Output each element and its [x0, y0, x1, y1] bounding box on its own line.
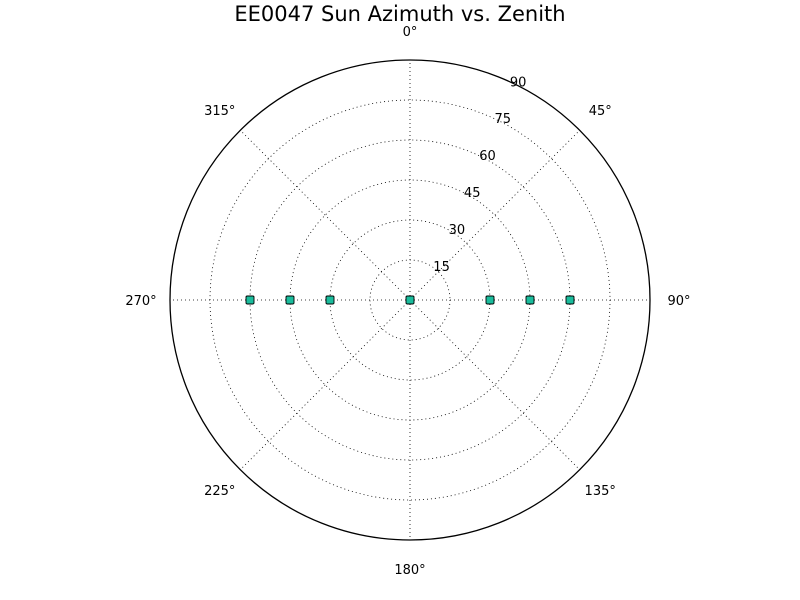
angular-gridline	[409, 130, 580, 301]
data-point	[325, 295, 335, 305]
theta-tick-label: 270°	[125, 294, 156, 309]
data-point	[525, 295, 535, 305]
data-point	[485, 295, 495, 305]
theta-tick-label: 0°	[403, 25, 418, 40]
theta-tick-label: 45°	[589, 104, 612, 119]
outer-layer	[169, 59, 651, 541]
chart-title: EE0047 Sun Azimuth vs. Zenith	[234, 2, 566, 26]
radial-tick-label: 45	[464, 186, 481, 201]
data-point	[405, 295, 415, 305]
data-point	[565, 295, 575, 305]
theta-tick-label: 90°	[667, 294, 690, 309]
radial-tick-label: 90	[510, 75, 527, 90]
radial-tick-label: 60	[479, 149, 496, 164]
theta-tick-label: 180°	[394, 563, 425, 578]
radial-tick-label: 15	[433, 260, 450, 275]
radial-tick-label: 75	[495, 112, 512, 127]
angular-gridline	[240, 130, 411, 301]
theta-tick-label: 135°	[585, 484, 616, 499]
data-point	[245, 295, 255, 305]
theta-tick-label: 225°	[204, 484, 235, 499]
label-layer: 0° 45° 90° 135° 180° 225° 270° 315° 15 30 45 60 75 90	[125, 25, 690, 578]
angular-gridline	[240, 299, 411, 470]
angular-gridline	[409, 299, 580, 470]
data-point	[285, 295, 295, 305]
point-layer	[245, 295, 575, 305]
radial-tick-label: 30	[449, 223, 466, 238]
theta-tick-label: 315°	[204, 104, 235, 119]
polar-frame	[169, 59, 651, 541]
